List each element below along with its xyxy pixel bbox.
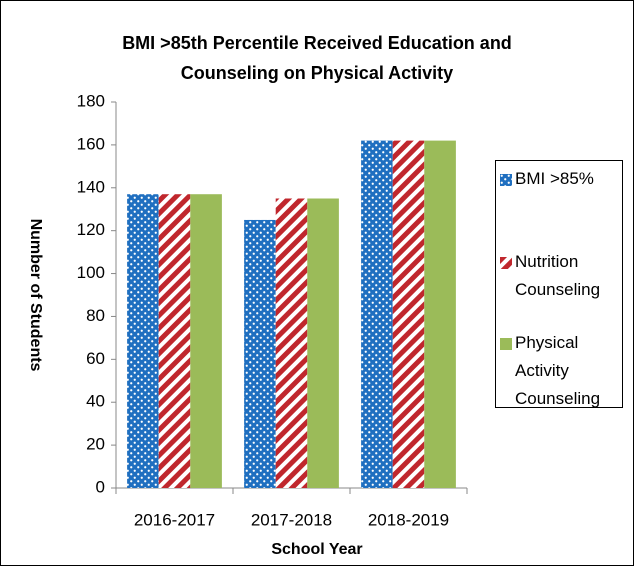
bar [275,198,308,488]
legend-label: BMI >85% [515,169,594,188]
x-axis-title: School Year [271,541,362,558]
y-tick-label: 80 [86,306,105,325]
bar [424,140,456,488]
y-tick-label: 160 [77,134,105,153]
legend-swatch [500,257,512,269]
y-tick-label: 120 [77,220,105,239]
legend-label: Physical Activity Counseling [515,333,601,408]
y-axis-title: Number of Students [27,219,44,372]
legend-item: Physical Activity Counseling [500,329,621,413]
x-tick-label: 2018-2019 [368,510,449,529]
chart-title: Counseling on Physical Activity [181,63,453,83]
chart-title: BMI >85th Percentile Received Education … [122,33,512,53]
y-tick-label: 60 [86,349,105,368]
legend: BMI >85% Nutrition Counseling Physical Act… [495,160,623,408]
y-tick-label: 100 [77,263,105,282]
bar [127,194,159,488]
legend-item: Nutrition Counseling [500,248,621,304]
y-tick-label: 20 [86,435,105,454]
y-tick-label: 40 [86,392,105,411]
bar [244,219,276,488]
x-tick-label: 2017-2018 [251,510,332,529]
bar [307,198,339,488]
bar [392,140,425,488]
y-tick-label: 0 [96,477,105,496]
x-tick-label: 2016-2017 [134,510,215,529]
y-tick-label: 180 [77,91,105,110]
legend-label: Nutrition Counseling [515,252,601,299]
bar [158,194,191,488]
bar [190,194,222,488]
legend-item: BMI >85% [500,165,621,193]
y-tick-label: 140 [77,177,105,196]
legend-swatch [500,338,512,350]
bar [361,140,393,488]
legend-swatch [500,174,512,186]
